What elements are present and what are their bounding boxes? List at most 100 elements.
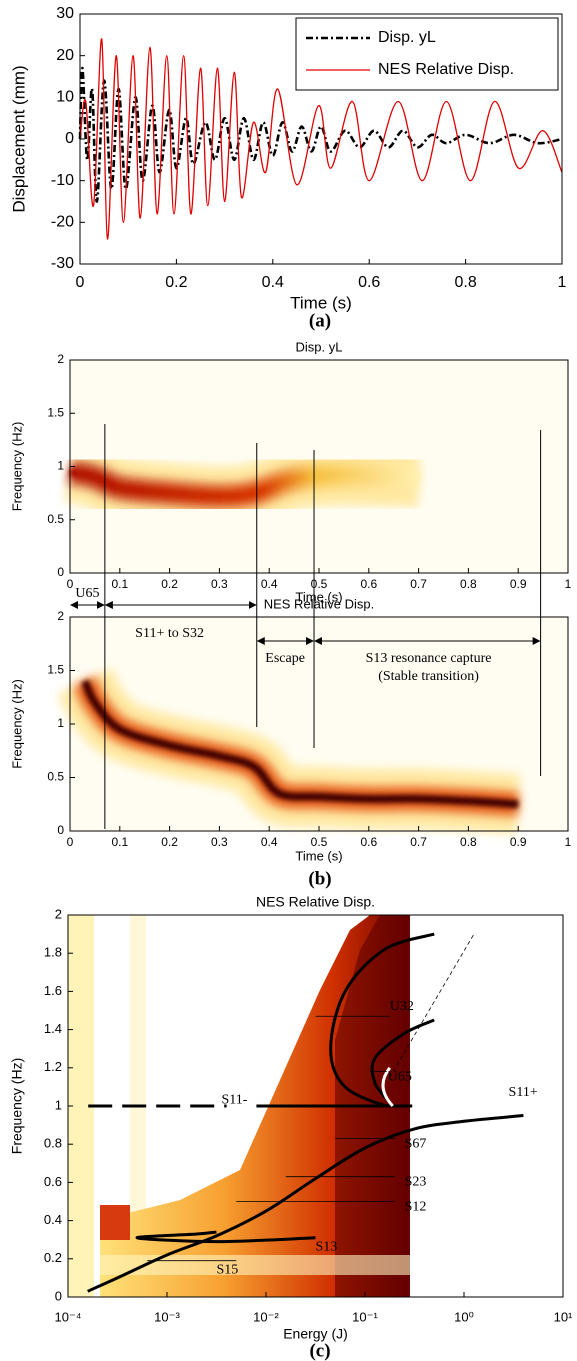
- x-tick-label: 0.8: [460, 835, 477, 849]
- x-tick-label: 1: [558, 274, 567, 291]
- x-tick-label: 0.6: [360, 577, 377, 591]
- y-tick-label: 0.5: [47, 512, 64, 526]
- y-tick-label: 0.4: [44, 1212, 62, 1227]
- curve-label: S23: [405, 1175, 427, 1190]
- x-tick-label: 0: [67, 835, 74, 849]
- x-tick-label: 0.1: [111, 835, 128, 849]
- series-line: [79, 38, 563, 240]
- y-axis-label: Frequency (Hz): [9, 422, 24, 512]
- x-tick-label: 0.5: [311, 835, 328, 849]
- curve-label: S15: [217, 1262, 239, 1277]
- x-tick-label: 10⁻²: [253, 1309, 279, 1324]
- x-tick-label: 0.2: [161, 577, 178, 591]
- caption: (a): [309, 310, 331, 331]
- x-axis-label: Energy (J): [283, 1326, 348, 1342]
- chart: 0 0.1 0.2 0.3 0.4 0.5 0.6 0.7 0.8 0.9 1 0 0.5 1 1.5 2 NE…: [9, 424, 572, 863]
- curve-label: S11-: [221, 1092, 247, 1107]
- curve-label: U32: [390, 999, 414, 1014]
- ridge: [81, 679, 519, 809]
- y-tick-label: 1.8: [44, 945, 62, 960]
- x-tick-label: 0.7: [410, 577, 427, 591]
- x-axis-label: Time (s): [295, 848, 342, 863]
- y-tick-label: -20: [51, 214, 74, 231]
- chart-title: NES Relative Disp.: [264, 596, 375, 611]
- x-tick-label: 10¹: [554, 1309, 573, 1324]
- heatmap-band: [100, 1255, 410, 1275]
- x-tick-label: 10⁻¹: [352, 1309, 378, 1324]
- x-tick-label: 10⁻³: [154, 1309, 180, 1324]
- chart: 0 0.1 0.2 0.3 0.4 0.5 0.6 0.7 0.8 0.9 1 0 0.5 1 1.5 2 Di…: [9, 339, 571, 604]
- legend-label: Disp. yL: [378, 29, 436, 46]
- x-tick-label: 0.4: [261, 577, 278, 591]
- y-tick-label: 30: [56, 5, 74, 22]
- u65-branch: [381, 1066, 394, 1108]
- y-axis-label: Frequency (Hz): [9, 679, 24, 769]
- x-tick-label: 1: [565, 577, 572, 591]
- curve-label: S13: [316, 1240, 338, 1255]
- y-axis-label: Frequency (Hz): [9, 1058, 25, 1154]
- phase-label: S13 resonance capture: [366, 651, 492, 666]
- x-tick-label: 0.1: [111, 577, 128, 591]
- y-tick-label: 0.8: [44, 1136, 62, 1151]
- phase-label: U65: [75, 586, 99, 601]
- x-tick-label: 0.8: [454, 274, 476, 291]
- legend-label: NES Relative Disp.: [378, 61, 514, 78]
- x-tick-label: 0.4: [262, 274, 284, 291]
- x-tick-label: 0.4: [261, 835, 278, 849]
- curve-label: S12: [405, 1199, 427, 1214]
- phase-label: (Stable transition): [378, 669, 479, 684]
- y-tick-label: 0: [57, 565, 64, 579]
- y-tick-label: 1.5: [47, 663, 64, 677]
- phase-label: S11+ to S32: [135, 626, 204, 641]
- x-tick-label: 0.2: [165, 274, 187, 291]
- y-tick-label: 1.5: [47, 405, 64, 419]
- y-tick-label: 1.2: [44, 1059, 62, 1074]
- x-tick-label: 0.9: [510, 577, 527, 591]
- x-tick-label: 0.6: [360, 835, 377, 849]
- curve-label: S11+: [509, 1085, 538, 1100]
- chart: 10⁻⁴ 10⁻³ 10⁻² 10⁻¹ 10⁰ 10¹ 0 0.2 0.4 0.6 0.8 1 1.2 1…: [9, 894, 573, 1342]
- x-tick-label: 0.2: [161, 835, 178, 849]
- y-tick-label: 0: [57, 823, 64, 837]
- curve-label: U65: [388, 1070, 412, 1085]
- x-tick-label: 0.7: [410, 835, 427, 849]
- series-line: [87, 1114, 524, 1293]
- ridge: [69, 467, 419, 501]
- x-tick-label: 10⁻⁴: [55, 1309, 82, 1324]
- series-line: [329, 932, 435, 1108]
- y-tick-label: 20: [56, 47, 74, 64]
- y-tick-label: 1.6: [44, 983, 62, 998]
- y-tick-label: 0.6: [44, 1174, 62, 1189]
- caption: (b): [308, 868, 331, 889]
- x-tick-label: 0.8: [460, 577, 477, 591]
- y-tick-label: 2: [55, 906, 62, 921]
- y-tick-label: 0.2: [44, 1250, 62, 1265]
- x-tick-label: 0: [67, 577, 74, 591]
- legend-box: [295, 17, 559, 91]
- x-axis-label: Time (s): [295, 589, 342, 604]
- y-tick-label: 10: [56, 89, 74, 106]
- x-tick-label: 0.5: [311, 577, 328, 591]
- chart-title: Disp. yL: [296, 339, 343, 354]
- chart-title: NES Relative Disp.: [256, 894, 375, 910]
- y-tick-label: 1: [57, 459, 64, 473]
- y-axis-label: Displacement (mm): [9, 65, 28, 212]
- y-tick-label: -30: [51, 255, 74, 272]
- y-tick-label: 0: [55, 1288, 62, 1303]
- phase-label: Escape: [265, 651, 305, 666]
- y-tick-label: 1: [55, 1097, 62, 1112]
- series-line: [135, 1230, 316, 1244]
- series-line: [78, 66, 563, 203]
- y-tick-label: 0.5: [47, 770, 64, 784]
- x-axis-label: Time (s): [290, 293, 352, 312]
- y-tick-label: 2: [57, 352, 64, 366]
- caption: (c): [309, 1340, 330, 1361]
- chart: 0 0.2 0.4 0.6 0.8 1 -30 -20 -10 0 10 20 30 Time (s) Di…: [9, 5, 566, 312]
- x-tick-label: 0.3: [211, 577, 228, 591]
- y-tick-label: -10: [51, 172, 74, 189]
- x-tick-label: 0.6: [358, 274, 380, 291]
- x-tick-label: 0.9: [510, 835, 527, 849]
- curve-label: S67: [405, 1136, 427, 1151]
